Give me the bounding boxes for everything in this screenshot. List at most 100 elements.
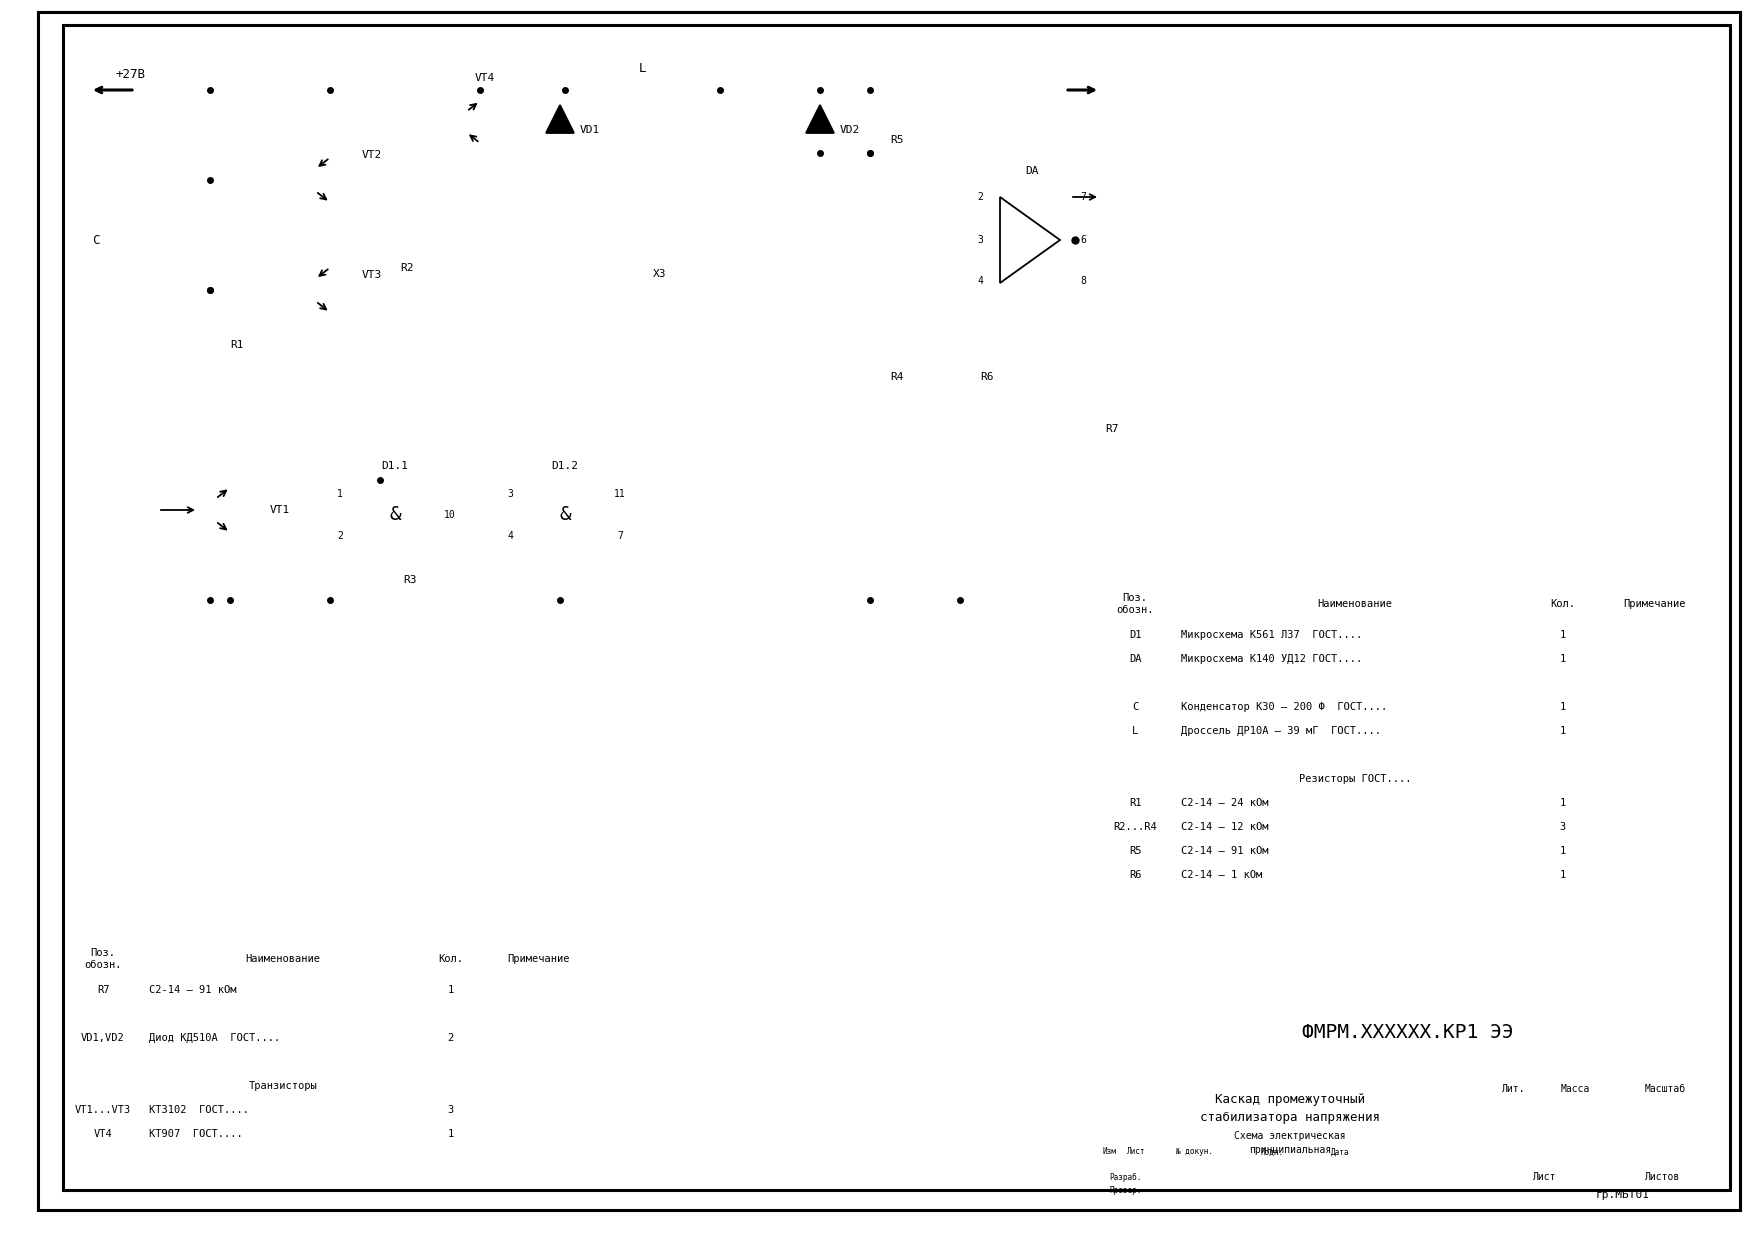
Text: Транзисторы: Транзисторы: [249, 1081, 317, 1091]
Text: R6: R6: [980, 372, 993, 382]
Bar: [989, 185, 1075, 295]
Text: DA: DA: [1026, 166, 1040, 176]
Bar: [858, 346, 882, 407]
Text: Листов: Листов: [1643, 1173, 1679, 1183]
Text: 2: 2: [337, 531, 344, 541]
Text: Разраб.: Разраб.: [1109, 1173, 1142, 1182]
Text: Наименование: Наименование: [246, 954, 321, 963]
Text: 10: 10: [444, 510, 456, 520]
Text: VT2: VT2: [361, 150, 382, 160]
Text: Примечание: Примечание: [507, 954, 570, 963]
Text: Микросхема К561 ЛЗ7  ГОСТ....: Микросхема К561 ЛЗ7 ГОСТ....: [1180, 630, 1363, 640]
Text: D1.2: D1.2: [551, 461, 579, 471]
Text: &: &: [389, 506, 402, 525]
Text: 7: 7: [617, 531, 623, 541]
Text: R1: R1: [230, 340, 244, 350]
Text: R4: R4: [889, 372, 903, 382]
Text: D1.1: D1.1: [382, 461, 409, 471]
Text: 6: 6: [1080, 236, 1086, 246]
Text: С2-14 – 1 кОм: С2-14 – 1 кОм: [1180, 870, 1263, 880]
Text: R7: R7: [1105, 424, 1119, 434]
Text: R3: R3: [403, 575, 417, 585]
Polygon shape: [807, 105, 833, 133]
Text: Кол.: Кол.: [1551, 599, 1575, 609]
Text: VD1: VD1: [581, 125, 600, 135]
Text: Х3: Х3: [652, 269, 667, 279]
Text: Наименование: Наименование: [1317, 599, 1393, 609]
Text: L: L: [638, 62, 645, 74]
Text: стабилизатора напряжения: стабилизатора напряжения: [1200, 1111, 1380, 1125]
Text: 1: 1: [1559, 870, 1566, 880]
Text: D1: D1: [1130, 630, 1142, 640]
Text: Изм: Изм: [1102, 1147, 1116, 1157]
Text: L: L: [1131, 725, 1138, 737]
Text: Лист: Лист: [1126, 1147, 1145, 1157]
Text: R7: R7: [96, 985, 109, 994]
Text: 11: 11: [614, 489, 626, 498]
Text: R1: R1: [1130, 799, 1142, 808]
Text: Дата: Дата: [1331, 1147, 1349, 1157]
Text: КТ3102  ГОСТ....: КТ3102 ГОСТ....: [149, 1105, 249, 1115]
Text: 1: 1: [1559, 702, 1566, 712]
Text: 4: 4: [977, 277, 982, 286]
Text: 4: 4: [507, 531, 512, 541]
Text: R6: R6: [1130, 870, 1142, 880]
Text: Микросхема К140 УД12 ГОСТ....: Микросхема К140 УД12 ГОСТ....: [1180, 653, 1363, 663]
Text: Схема электрическая: Схема электрическая: [1235, 1131, 1345, 1141]
Text: Дроссель ДР10А – 39 мГ  ГОСТ....: Дроссель ДР10А – 39 мГ ГОСТ....: [1180, 725, 1380, 737]
Text: VT4: VT4: [93, 1128, 112, 1140]
Text: 2: 2: [447, 1033, 454, 1043]
Text: Диод КД510А  ГОСТ....: Диод КД510А ГОСТ....: [149, 1033, 281, 1043]
Bar: [351, 480, 440, 551]
Text: VT3: VT3: [361, 270, 382, 280]
Text: принципиальная: принципиальная: [1249, 1145, 1331, 1154]
Text: 1: 1: [1559, 653, 1566, 663]
Text: Лит.: Лит.: [1501, 1084, 1524, 1094]
Bar: [367, 278, 447, 303]
Bar: [1073, 398, 1096, 459]
Text: 1: 1: [337, 489, 344, 498]
Text: № докун.: № докун.: [1177, 1147, 1214, 1157]
Bar: [370, 542, 451, 565]
Text: С2-14 – 24 кОм: С2-14 – 24 кОм: [1180, 799, 1268, 808]
Text: 1: 1: [1559, 846, 1566, 856]
Text: VT1: VT1: [270, 505, 289, 515]
Text: +27В: +27В: [116, 67, 146, 81]
Text: Масса: Масса: [1561, 1084, 1589, 1094]
Text: C: C: [1131, 702, 1138, 712]
Text: Резисторы ГОСТ....: Резисторы ГОСТ....: [1298, 774, 1412, 784]
Text: С2-14 – 91 кОм: С2-14 – 91 кОм: [149, 985, 237, 994]
Text: 3: 3: [507, 489, 512, 498]
Text: 1: 1: [1559, 725, 1566, 737]
Text: Масштаб: Масштаб: [1645, 1084, 1686, 1094]
Text: R5: R5: [1130, 846, 1142, 856]
Text: 1: 1: [447, 1128, 454, 1140]
Text: Примечание: Примечание: [1624, 599, 1686, 609]
Text: Подп.: Подп.: [1261, 1147, 1284, 1157]
Text: С2-14 – 91 кОм: С2-14 – 91 кОм: [1180, 846, 1268, 856]
Text: VD2: VD2: [840, 125, 859, 135]
Text: R2: R2: [400, 263, 414, 273]
Text: 3: 3: [977, 236, 982, 246]
Text: ФМРМ.XXXXXX.КΡ1 ЭЭ: ФМРМ.XXXXXX.КΡ1 ЭЭ: [1301, 1023, 1514, 1042]
Text: Поз.
обозн.: Поз. обозн.: [84, 949, 121, 970]
Text: C: C: [93, 233, 100, 247]
Text: 1: 1: [1559, 799, 1566, 808]
Bar: [519, 480, 610, 551]
Text: R5: R5: [889, 135, 903, 145]
Bar: [63, 940, 600, 1210]
Text: Лист: Лист: [1531, 1173, 1556, 1183]
Text: 3: 3: [1559, 822, 1566, 832]
Text: гр.МБТ01: гр.МБТ01: [1596, 1190, 1649, 1200]
Bar: [947, 348, 972, 404]
Text: КТ907  ГОСТ....: КТ907 ГОСТ....: [149, 1128, 242, 1140]
Text: R2...R4: R2...R4: [1114, 822, 1158, 832]
Bar: [316, 432, 654, 582]
Text: 1: 1: [447, 985, 454, 994]
Polygon shape: [545, 105, 574, 133]
Text: 8: 8: [1080, 277, 1086, 286]
Text: VD1,VD2: VD1,VD2: [81, 1033, 125, 1043]
Text: 3: 3: [447, 1105, 454, 1115]
Bar: [858, 110, 882, 170]
Text: 1: 1: [1559, 630, 1566, 640]
